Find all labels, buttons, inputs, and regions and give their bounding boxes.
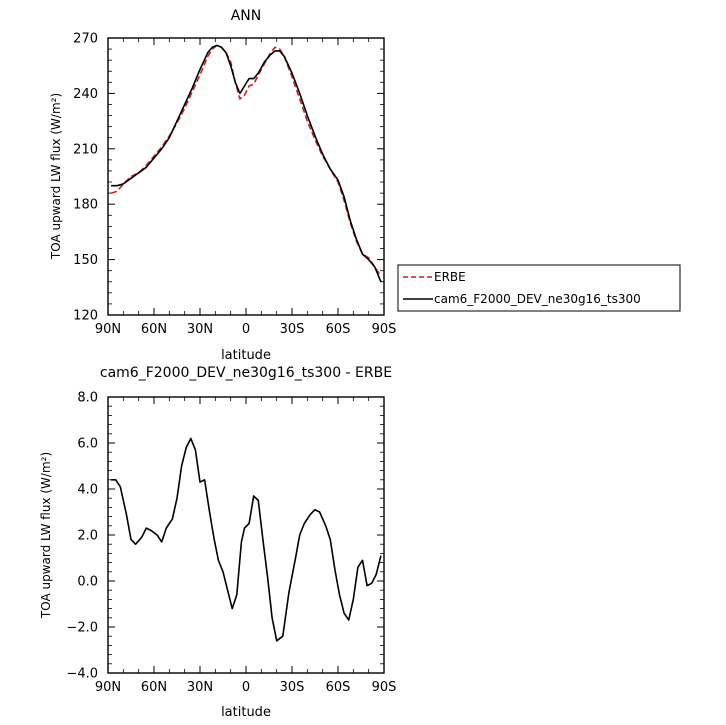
bottom-y-axis-label: TOA upward LW flux (W/m²) — [39, 452, 53, 619]
bottom-y-tick-label: 0.0 — [77, 575, 98, 590]
top-y-tick-label: 120 — [73, 309, 98, 324]
bottom-x-tick-label: 30N — [187, 680, 213, 695]
bottom-y-tick-label: 8.0 — [77, 391, 98, 406]
legend-label-erbe: ERBE — [434, 270, 466, 284]
top-x-tick-label: 0 — [242, 322, 250, 337]
top-x-axis-label: latitude — [221, 348, 271, 363]
top-series-line-1 — [111, 44, 382, 283]
bottom-x-tick-label: 90S — [372, 680, 397, 695]
legend-box — [397, 264, 681, 312]
top-x-tick-label: 90S — [372, 322, 397, 337]
top-x-tick-label: 30N — [187, 322, 213, 337]
top-series-line-0 — [110, 44, 382, 277]
bottom-panel: cam6_F2000_DEV_ne30g16_ts300 - ERBE −4.0… — [39, 365, 396, 720]
top-y-tick-label: 210 — [73, 142, 98, 157]
bottom-x-tick-label: 30S — [280, 680, 305, 695]
bottom-x-tick-label: 60N — [141, 680, 167, 695]
bottom-x-tick-label: 60S — [326, 680, 351, 695]
bottom-x-tick-label: 90N — [95, 680, 121, 695]
top-x-tick-label: 60N — [141, 322, 167, 337]
bottom-plot-frame — [107, 396, 385, 674]
top-y-tick-label: 150 — [73, 253, 98, 268]
top-y-tick-label: 240 — [73, 87, 98, 102]
top-plot-frame — [107, 37, 385, 316]
top-y-tick-label: 270 — [73, 32, 98, 47]
bottom-series-line-0 — [111, 437, 382, 642]
bottom-y-tick-label: 4.0 — [77, 483, 98, 498]
bottom-y-tick-label: −2.0 — [66, 621, 98, 636]
bottom-y-tick-label: 6.0 — [77, 437, 98, 452]
top-title: ANN — [231, 8, 262, 24]
top-y-tick-label: 180 — [73, 198, 98, 213]
legend: ERBE cam6_F2000_DEV_ne30g16_ts300 — [397, 264, 681, 312]
top-panel: ANN 120 150 180 210 240 270 90N 60N 30N 0 30S 60S 9… — [49, 8, 681, 363]
bottom-x-axis-label: latitude — [221, 705, 271, 720]
bottom-y-tick-label: −4.0 — [66, 667, 98, 682]
legend-label-model: cam6_F2000_DEV_ne30g16_ts300 — [434, 292, 641, 306]
bottom-title: cam6_F2000_DEV_ne30g16_ts300 - ERBE — [100, 365, 392, 381]
top-x-tick-label: 90N — [95, 322, 121, 337]
top-y-axis-label: TOA upward LW flux (W/m²) — [49, 93, 63, 260]
top-x-tick-label: 60S — [326, 322, 351, 337]
top-x-tick-label: 30S — [280, 322, 305, 337]
bottom-y-tick-label: 2.0 — [77, 529, 98, 544]
bottom-x-tick-label: 0 — [242, 680, 250, 695]
